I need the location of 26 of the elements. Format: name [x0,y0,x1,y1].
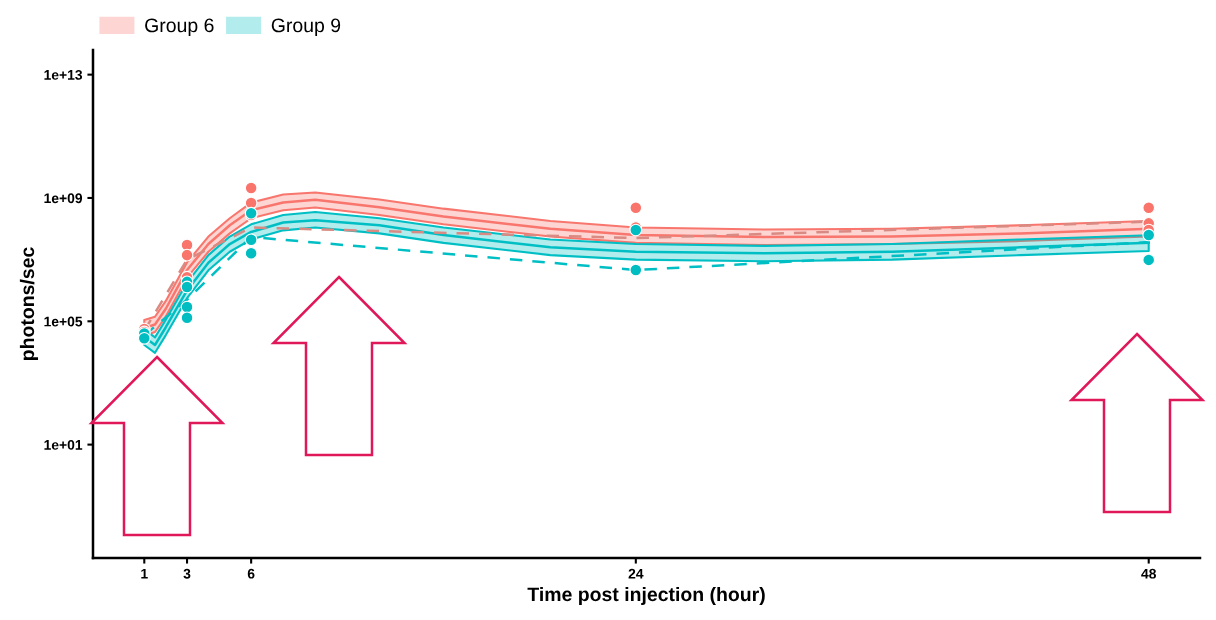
point [1142,253,1156,267]
point [180,280,194,294]
legend-label: Group 6 [145,18,214,37]
point [244,233,258,247]
x-tick-label: 1 [141,568,148,579]
x-tick-label: 24 [628,568,644,579]
y-tick-label: 1e+13 [44,69,83,80]
point [1142,201,1156,215]
point [180,311,194,325]
point [180,248,194,262]
x-tick-label: 48 [1141,568,1157,579]
point [137,331,151,345]
y-tick-label: 1e+01 [44,439,83,450]
point [244,181,258,195]
point [1142,228,1156,242]
x-axis-title: Time post injection (hour) [527,586,765,606]
point [629,201,643,215]
y-tick-label: 1e+05 [44,316,83,327]
y-axis-title: photons/sec [19,247,39,360]
point [629,263,643,277]
point [244,246,258,260]
x-tick-label: 6 [247,568,255,579]
y-tick-label: 1e+09 [44,193,83,204]
point [180,300,194,314]
x-tick-label: 3 [183,568,191,579]
legend-label: Group 9 [271,18,341,37]
